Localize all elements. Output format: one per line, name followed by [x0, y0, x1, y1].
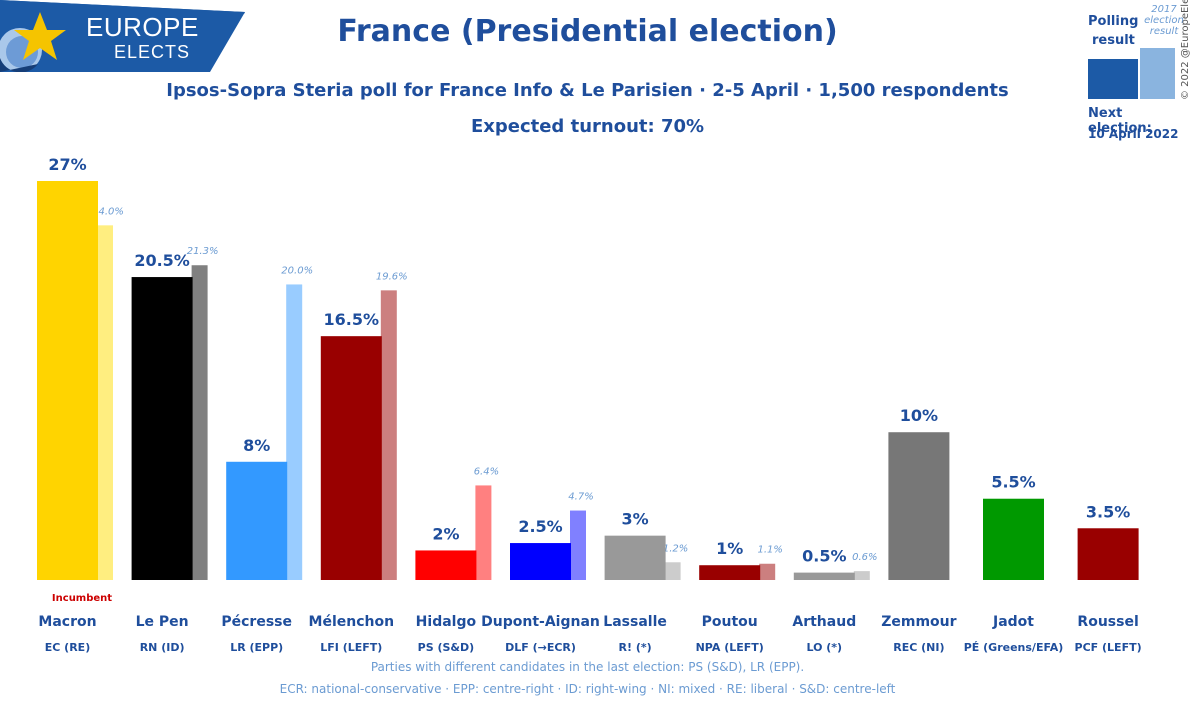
poll-value-label-3: 16.5%	[324, 310, 380, 329]
poll-bar-1	[131, 277, 193, 580]
candidate-name-8: Arthaud	[792, 614, 856, 630]
legend-prev-swatch	[1140, 48, 1175, 99]
europe-elects-logo: EUROPE ELECTS	[0, 0, 250, 73]
chart-subtitle: Ipsos-Sopra Steria poll for France Info …	[166, 80, 1009, 101]
poll-value-label-9: 10%	[900, 406, 938, 425]
candidate-name-0: Macron	[38, 614, 96, 630]
logo-text-elects: ELECTS	[114, 42, 191, 62]
candidate-name-9: Zemmour	[881, 614, 956, 630]
party-label-4: PS (S&D)	[418, 641, 475, 654]
legend: Polling result 2017 election result Next…	[1085, 2, 1190, 152]
prev-value-label-3: 19.6%	[376, 271, 408, 282]
party-label-9: REC (NI)	[893, 641, 944, 654]
candidate-name-4: Hidalgo	[416, 614, 477, 630]
candidate-name-7: Poutou	[702, 614, 758, 630]
party-label-0: EC (RE)	[45, 641, 90, 654]
chart-title: France (Presidential election)	[337, 14, 838, 49]
candidate-name-1: Le Pen	[136, 614, 189, 630]
poll-value-label-5: 2.5%	[518, 517, 562, 536]
prev-value-label-1: 21.3%	[187, 246, 219, 257]
poll-value-label-11: 3.5%	[1086, 502, 1130, 521]
candidate-name-2: Pécresse	[221, 614, 292, 630]
poll-value-label-6: 3%	[622, 510, 649, 529]
party-label-5: DLF (→ECR)	[505, 641, 576, 654]
poll-bar-8	[793, 572, 855, 580]
poll-value-label-0: 27%	[48, 155, 86, 174]
poll-bar-10	[983, 498, 1044, 580]
poll-value-label-10: 5.5%	[991, 473, 1035, 492]
candidate-name-11: Roussel	[1077, 614, 1138, 630]
poll-bar-6	[604, 535, 666, 580]
legend-prev-label: 2017 election result	[1144, 4, 1184, 37]
candidate-name-10: Jadot	[992, 614, 1034, 630]
candidate-name-5: Dupont-Aignan	[481, 614, 600, 630]
poll-value-label-2: 8%	[243, 436, 270, 455]
star-icon	[14, 12, 66, 60]
prev-bar-0	[97, 225, 113, 581]
poll-bar-11	[1077, 528, 1139, 580]
poll-bar-9	[888, 432, 950, 580]
legend-poll-label-1: Polling	[1088, 14, 1139, 29]
poll-value-label-8: 0.5%	[802, 547, 846, 566]
prev-bar-4	[475, 485, 492, 580]
legend-poll-label-2: result	[1092, 33, 1135, 48]
candidate-name-3: Mélenchon	[309, 614, 395, 630]
prev-bar-1	[191, 265, 208, 580]
prev-bar-5	[570, 510, 586, 580]
logo-text-europe: EUROPE	[86, 12, 199, 42]
turnout-label: Expected turnout: 70%	[470, 116, 705, 137]
prev-value-label-5: 4.7%	[568, 492, 593, 503]
prev-value-label-7: 1.1%	[757, 545, 782, 556]
party-label-1: RN (ID)	[140, 641, 185, 654]
poll-bar-3	[320, 336, 382, 580]
party-label-8: LO (*)	[806, 641, 842, 654]
logo-banner	[0, 0, 245, 73]
prev-bar-2	[286, 284, 303, 580]
legend-poll-swatch	[1088, 59, 1138, 99]
poll-value-label-7: 1%	[716, 539, 743, 558]
next-election-label: Next election:	[1088, 106, 1152, 136]
incumbent-annotation: Incumbent	[52, 593, 112, 604]
poll-bar-7	[699, 565, 761, 580]
prev-value-label-2: 20.0%	[281, 265, 313, 276]
party-label-11: PCF (LEFT)	[1075, 641, 1142, 654]
party-label-10: PÉ (Greens/EFA)	[964, 641, 1064, 654]
poll-value-label-4: 2%	[432, 524, 459, 543]
poll-bar-2	[226, 461, 288, 580]
candidate-name-6: Lassalle	[603, 614, 667, 630]
prev-value-label-4: 6.4%	[474, 466, 499, 477]
prev-bar-7	[759, 563, 776, 580]
prev-bar-6	[664, 562, 681, 580]
prev-value-label-0: 24.0%	[92, 206, 124, 217]
prev-value-label-6: 1.2%	[663, 543, 688, 554]
poll-bar-4	[415, 550, 477, 580]
prev-bar-8	[853, 571, 870, 580]
party-label-6: R! (*)	[619, 641, 652, 654]
footnote-line-1: Parties with different candidates in the…	[370, 660, 805, 674]
next-election-date: 10 April 2022	[1088, 127, 1179, 141]
poll-bar-0	[37, 181, 98, 580]
poll-bar-5	[510, 543, 571, 580]
party-label-7: NPA (LEFT)	[696, 641, 764, 654]
prev-value-label-8: 0.6%	[852, 552, 877, 563]
poll-value-label-1: 20.5%	[134, 251, 190, 270]
party-label-2: LR (EPP)	[230, 641, 283, 654]
party-label-3: LFI (LEFT)	[320, 641, 382, 654]
footnote-line-2: ECR: national-conservative · EPP: centre…	[279, 682, 896, 696]
prev-bar-3	[380, 290, 397, 580]
